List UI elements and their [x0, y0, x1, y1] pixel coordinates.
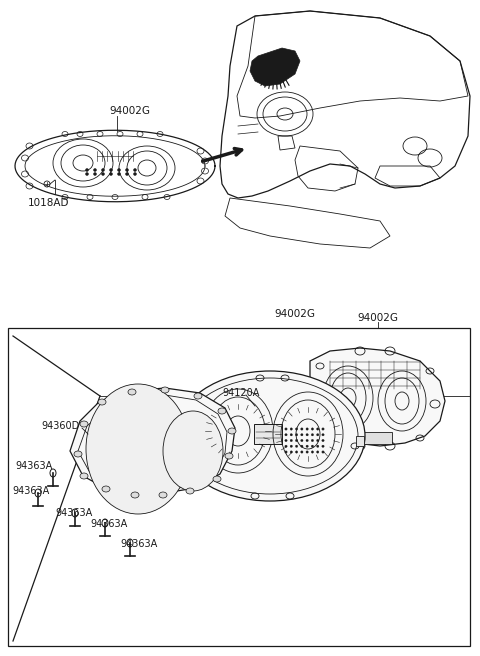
Ellipse shape [161, 387, 169, 393]
Text: 94120A: 94120A [222, 388, 259, 398]
Ellipse shape [86, 384, 190, 514]
Ellipse shape [316, 440, 319, 441]
Ellipse shape [316, 445, 319, 447]
Ellipse shape [102, 486, 110, 492]
Ellipse shape [109, 169, 112, 171]
Bar [8, 328, 470, 646]
Ellipse shape [186, 488, 194, 494]
Ellipse shape [98, 399, 106, 405]
Ellipse shape [109, 173, 112, 176]
Ellipse shape [322, 434, 324, 436]
Ellipse shape [306, 451, 308, 453]
Text: 94002G: 94002G [358, 313, 398, 323]
Ellipse shape [316, 451, 319, 453]
Ellipse shape [85, 169, 88, 171]
Text: 94363A: 94363A [55, 508, 92, 518]
Polygon shape [310, 348, 445, 446]
Ellipse shape [295, 445, 298, 447]
Ellipse shape [295, 440, 298, 441]
Ellipse shape [311, 445, 313, 447]
Ellipse shape [300, 451, 303, 453]
Ellipse shape [290, 445, 292, 447]
Ellipse shape [218, 408, 226, 414]
Ellipse shape [101, 173, 105, 176]
Ellipse shape [311, 428, 313, 430]
Ellipse shape [316, 428, 319, 430]
Ellipse shape [133, 169, 136, 171]
Bar [173, 431, 181, 441]
Ellipse shape [118, 169, 120, 171]
Ellipse shape [118, 173, 120, 176]
Ellipse shape [80, 473, 88, 479]
Ellipse shape [306, 428, 308, 430]
Ellipse shape [295, 428, 298, 430]
Ellipse shape [125, 169, 129, 171]
Polygon shape [70, 388, 235, 493]
Text: 94363A: 94363A [120, 539, 157, 549]
Ellipse shape [322, 428, 324, 430]
Ellipse shape [300, 428, 303, 430]
Ellipse shape [228, 428, 236, 434]
Ellipse shape [125, 173, 129, 176]
Ellipse shape [133, 173, 136, 176]
Ellipse shape [94, 173, 96, 176]
Ellipse shape [311, 451, 313, 453]
Ellipse shape [74, 451, 82, 457]
Ellipse shape [285, 428, 287, 430]
Ellipse shape [285, 451, 287, 453]
Text: 94002G: 94002G [275, 309, 315, 319]
Ellipse shape [300, 434, 303, 436]
Ellipse shape [163, 411, 223, 491]
Bar [356, 436, 364, 446]
Polygon shape [250, 48, 300, 86]
Ellipse shape [306, 440, 308, 441]
Ellipse shape [131, 492, 139, 498]
Ellipse shape [322, 445, 324, 447]
Ellipse shape [316, 434, 319, 436]
Bar [254, 424, 282, 444]
Ellipse shape [285, 434, 287, 436]
Ellipse shape [80, 421, 88, 427]
Text: 94363A: 94363A [15, 461, 52, 471]
Ellipse shape [290, 434, 292, 436]
Ellipse shape [295, 434, 298, 436]
Ellipse shape [285, 440, 287, 441]
Text: 94360D: 94360D [42, 421, 80, 431]
Ellipse shape [311, 434, 313, 436]
Ellipse shape [175, 371, 365, 501]
Ellipse shape [306, 434, 308, 436]
Ellipse shape [285, 445, 287, 447]
Ellipse shape [295, 451, 298, 453]
Ellipse shape [213, 476, 221, 482]
Ellipse shape [159, 492, 167, 498]
Text: 94363A: 94363A [12, 486, 49, 496]
Ellipse shape [225, 453, 233, 459]
Ellipse shape [306, 445, 308, 447]
Ellipse shape [322, 451, 324, 453]
Bar [362, 432, 392, 444]
Text: 94002G: 94002G [109, 106, 151, 116]
Ellipse shape [300, 445, 303, 447]
Ellipse shape [85, 173, 88, 176]
Ellipse shape [322, 440, 324, 441]
Ellipse shape [300, 440, 303, 441]
Ellipse shape [290, 428, 292, 430]
Ellipse shape [101, 169, 105, 171]
Ellipse shape [128, 389, 136, 395]
Text: 1018AD: 1018AD [28, 198, 70, 208]
Ellipse shape [290, 451, 292, 453]
Ellipse shape [94, 169, 96, 171]
Text: 94363A: 94363A [90, 519, 127, 529]
Ellipse shape [311, 440, 313, 441]
Ellipse shape [290, 440, 292, 441]
Ellipse shape [194, 393, 202, 399]
